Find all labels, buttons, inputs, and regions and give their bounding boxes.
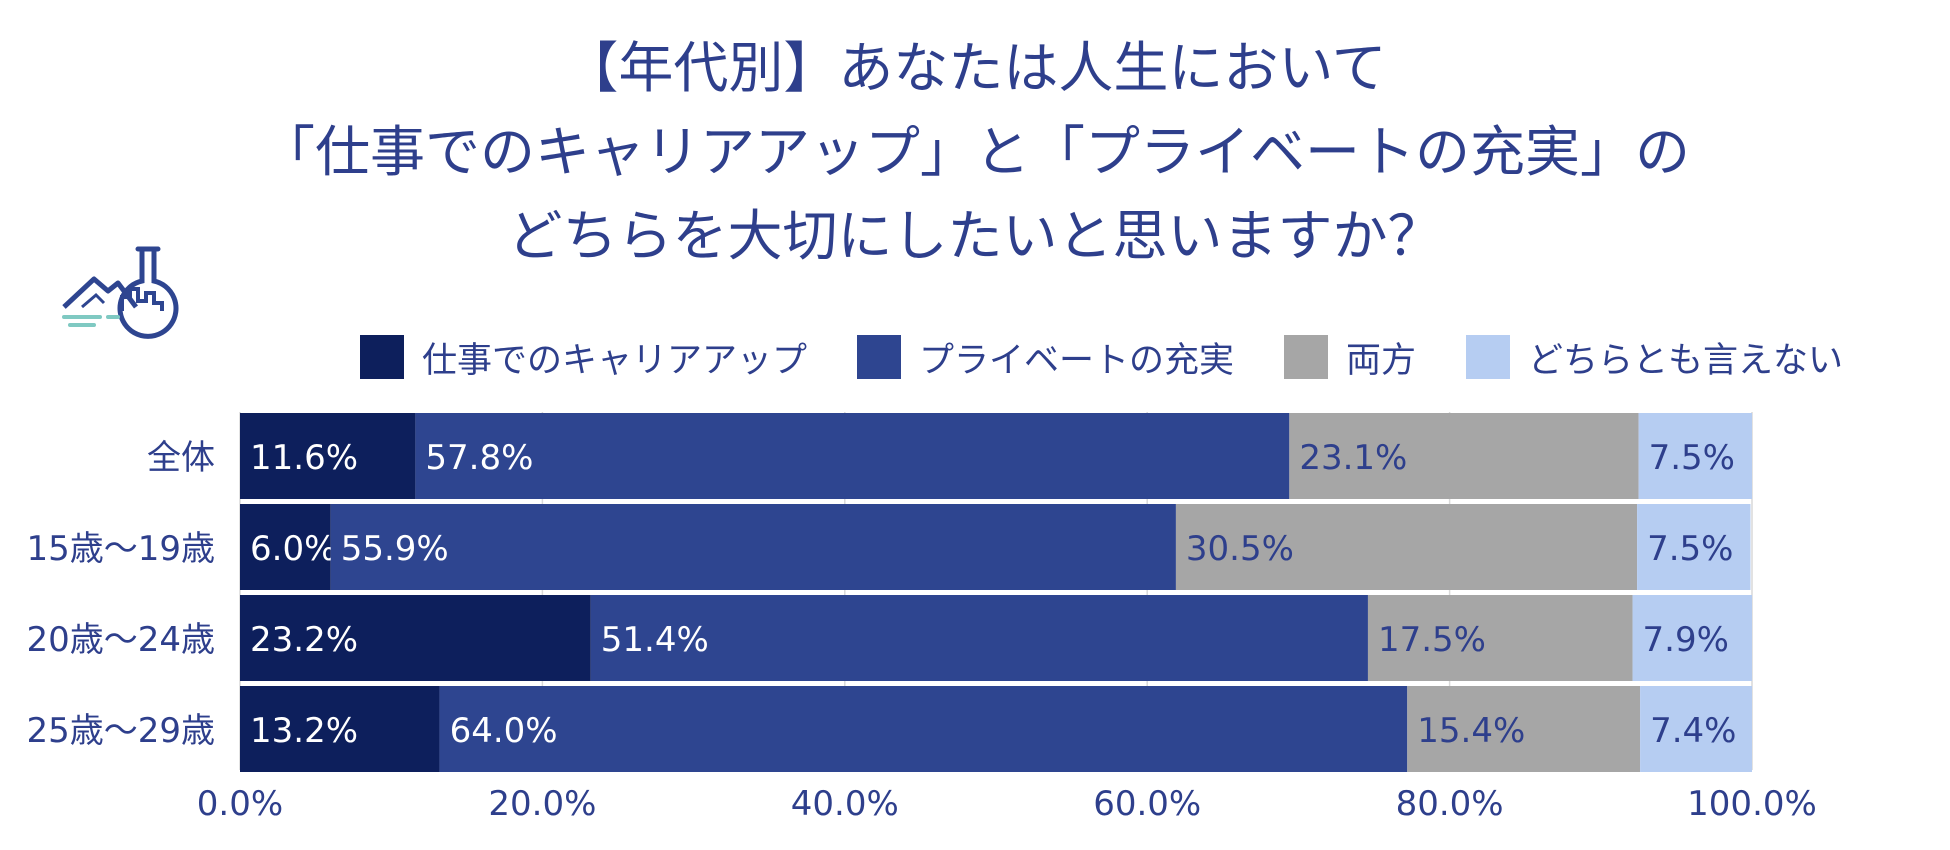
x-tick-label-4: 80.0%: [1396, 784, 1504, 824]
data-label-1-2: 30.5%: [1186, 529, 1294, 569]
chart-title: 【年代別】あなたは人生において 「仕事でのキャリアアップ」と「プライベートの充実…: [0, 26, 1950, 278]
x-tick-label-3: 60.0%: [1093, 784, 1201, 824]
data-label-0-1: 57.8%: [425, 438, 533, 478]
data-label-2-2: 17.5%: [1378, 620, 1486, 660]
x-tick-label-1: 20.0%: [488, 784, 596, 824]
category-label-3: 25歳～29歳: [26, 711, 215, 751]
bar-3-2: [1407, 686, 1641, 772]
legend: 仕事でのキャリアアップ プライベートの充実 両方 どちらとも言えない: [360, 332, 1843, 382]
bar-0-3: [1638, 413, 1752, 499]
data-label-1-3: 7.5%: [1647, 529, 1733, 569]
legend-label-both: 両方: [1346, 340, 1417, 381]
bar-1-2: [1175, 504, 1638, 590]
bar-2-0: [240, 595, 591, 681]
x-tick-label-2: 40.0%: [791, 784, 899, 824]
legend-label-private: プライベートの充実: [919, 340, 1235, 381]
x-tick-label-0: 0.0%: [197, 784, 283, 824]
title-line-3: どちらを大切にしたいと思いますか？: [507, 204, 1443, 268]
data-label-0-3: 7.5%: [1649, 438, 1735, 478]
category-label-2: 20歳～24歳: [26, 620, 215, 660]
x-tick-label-5: 100.0%: [1687, 784, 1817, 824]
bar-1-3: [1637, 504, 1751, 590]
legend-item-private: プライベートの充実: [857, 332, 1234, 383]
category-label-1: 15歳～19歳: [26, 529, 215, 569]
bar-2-2: [1367, 595, 1633, 681]
bar-2-3: [1632, 595, 1752, 681]
data-label-3-0: 13.2%: [250, 711, 358, 751]
bar-3-0: [240, 686, 440, 772]
legend-item-neither: どちらとも言えない: [1466, 332, 1843, 383]
data-label-0-0: 11.6%: [250, 438, 358, 478]
bar-2-1: [590, 595, 1368, 681]
category-label-0: 全体: [147, 438, 215, 478]
legend-label-neither: どちらとも言えない: [1528, 340, 1844, 381]
bar-3-3: [1640, 686, 1752, 772]
data-label-1-0: 6.0%: [250, 529, 336, 569]
bar-1-1: [330, 504, 1176, 590]
data-label-2-1: 51.4%: [601, 620, 709, 660]
legend-label-career: 仕事でのキャリアアップ: [422, 340, 808, 381]
data-label-2-0: 23.2%: [250, 620, 358, 660]
title-line-1: 【年代別】あなたは人生において: [563, 36, 1387, 100]
data-label-2-3: 7.9%: [1643, 620, 1729, 660]
legend-item-both: 両方: [1284, 332, 1416, 383]
data-label-3-2: 15.4%: [1417, 711, 1525, 751]
legend-swatch-neither: [1466, 335, 1511, 379]
bar-0-1: [415, 413, 1290, 499]
data-label-0-2: 23.1%: [1299, 438, 1407, 478]
bar-1-0: [240, 504, 331, 590]
data-label-3-3: 7.4%: [1650, 711, 1736, 751]
legend-item-career: 仕事でのキャリアアップ: [360, 332, 807, 383]
legend-swatch-career: [360, 335, 404, 379]
bar-0-0: [240, 413, 416, 499]
data-label-3-1: 64.0%: [450, 711, 558, 751]
legend-swatch-both: [1284, 335, 1329, 379]
data-label-1-1: 55.9%: [341, 529, 449, 569]
title-line-2: 「仕事でのキャリアアップ」と「プライベートの充実」の: [259, 120, 1690, 184]
bar-3-1: [439, 686, 1408, 772]
flask-landscape-icon: [60, 245, 190, 345]
legend-swatch-private: [857, 335, 902, 379]
bar-0-2: [1289, 413, 1639, 499]
